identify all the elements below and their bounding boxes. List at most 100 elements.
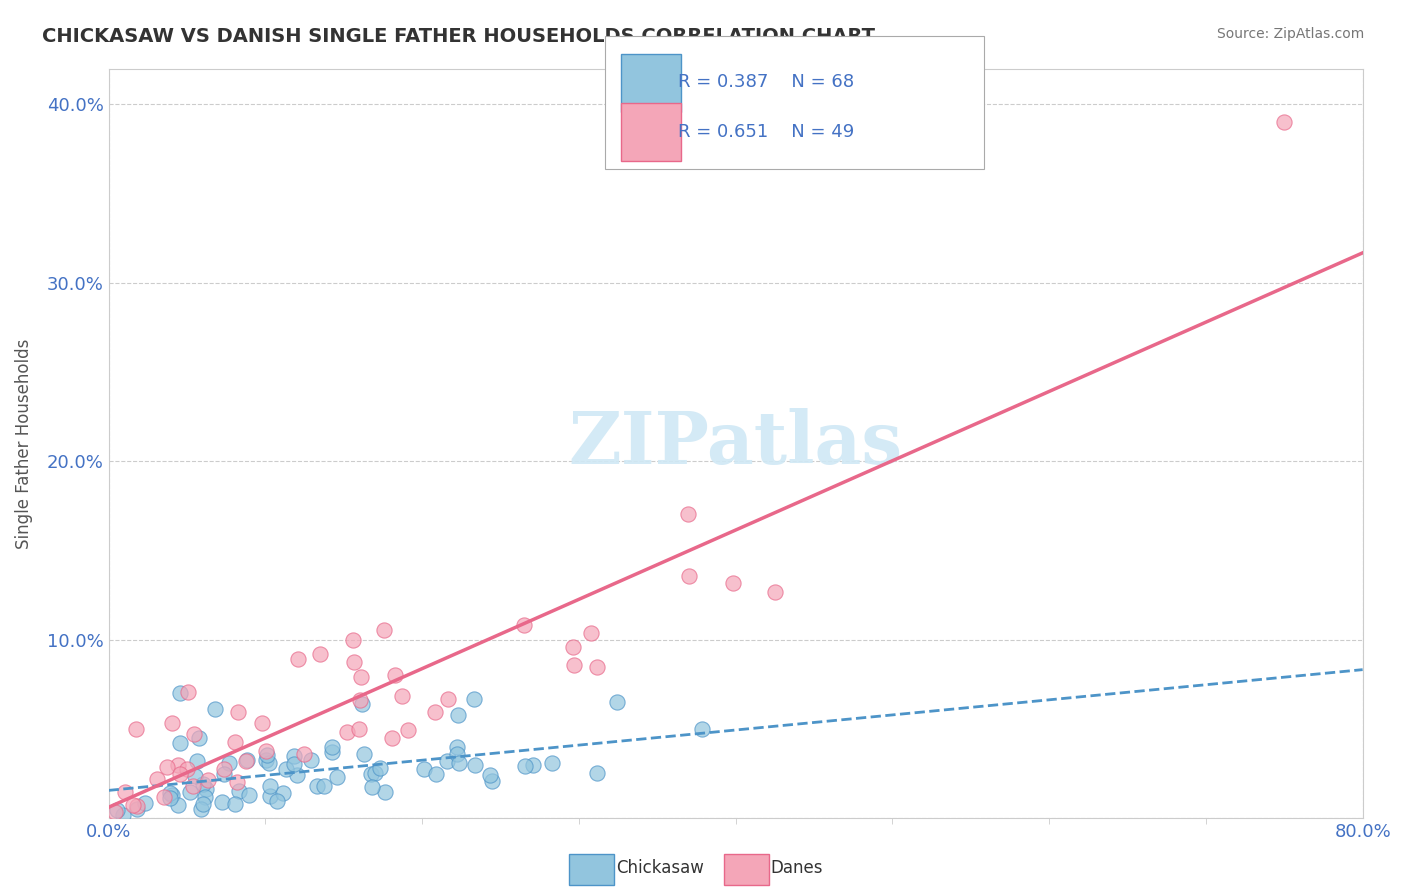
Danes [723, 575, 745, 590]
Danes [250, 716, 273, 731]
Chickasaw [274, 762, 297, 776]
Text: R = 0.651    N = 49: R = 0.651 N = 49 [678, 123, 853, 141]
Chickasaw [283, 749, 305, 764]
Chickasaw [307, 779, 329, 793]
Danes [396, 723, 419, 738]
Chickasaw [224, 797, 246, 811]
Danes [349, 693, 371, 707]
Chickasaw [167, 798, 190, 813]
Chickasaw [464, 758, 486, 772]
Chickasaw [259, 789, 281, 803]
Chickasaw [446, 747, 468, 761]
Chickasaw [446, 708, 468, 723]
Chickasaw [211, 795, 233, 809]
Danes [391, 689, 413, 703]
Danes [122, 797, 145, 812]
Chickasaw [271, 786, 294, 800]
Danes [292, 747, 315, 761]
Danes [1272, 115, 1295, 129]
Chickasaw [195, 781, 218, 796]
Text: R = 0.387    N = 68: R = 0.387 N = 68 [678, 73, 853, 91]
Chickasaw [325, 770, 347, 784]
Danes [104, 805, 127, 820]
Chickasaw [236, 754, 259, 768]
Danes [336, 725, 359, 739]
Danes [350, 671, 373, 685]
Chickasaw [425, 767, 447, 781]
Chickasaw [481, 773, 503, 788]
Chickasaw [179, 784, 201, 798]
Chickasaw [436, 754, 458, 768]
Chickasaw [540, 756, 562, 771]
Danes [235, 754, 257, 768]
Chickasaw [191, 777, 214, 791]
Danes [373, 623, 395, 637]
Chickasaw [463, 692, 485, 706]
Chickasaw [321, 746, 343, 760]
Danes [585, 660, 607, 674]
Chickasaw [190, 802, 212, 816]
Chickasaw [184, 769, 207, 783]
Danes [176, 763, 198, 777]
Danes [678, 569, 700, 583]
Chickasaw [321, 740, 343, 755]
Danes [197, 773, 219, 788]
Danes [343, 655, 366, 669]
Chickasaw [299, 753, 322, 767]
Text: Source: ZipAtlas.com: Source: ZipAtlas.com [1216, 27, 1364, 41]
Danes [177, 685, 200, 699]
Danes [342, 632, 364, 647]
Chickasaw [186, 754, 208, 768]
Chickasaw [162, 788, 184, 802]
Chickasaw [350, 697, 373, 711]
Danes [167, 758, 190, 772]
Danes [309, 647, 332, 661]
Text: Chickasaw: Chickasaw [616, 859, 704, 877]
Chickasaw [194, 789, 217, 804]
Danes [347, 723, 370, 737]
Chickasaw [125, 802, 148, 816]
Danes [287, 652, 309, 666]
Danes [160, 715, 183, 730]
Chickasaw [413, 762, 436, 776]
Text: Danes: Danes [770, 859, 823, 877]
Chickasaw [266, 794, 288, 808]
Chickasaw [105, 803, 128, 817]
Chickasaw [368, 761, 391, 775]
Chickasaw [257, 756, 280, 771]
Chickasaw [169, 736, 191, 750]
Chickasaw [479, 767, 502, 781]
Danes [676, 507, 699, 521]
Danes [581, 625, 603, 640]
Danes [423, 705, 446, 719]
Y-axis label: Single Father Households: Single Father Households [15, 338, 32, 549]
Chickasaw [360, 780, 382, 794]
Danes [183, 727, 205, 741]
Danes [381, 731, 404, 746]
Chickasaw [285, 768, 308, 782]
Chickasaw [159, 790, 181, 805]
Danes [224, 735, 246, 749]
Chickasaw [188, 731, 211, 746]
Chickasaw [218, 756, 240, 770]
Danes [226, 774, 249, 789]
Text: ZIPatlas: ZIPatlas [568, 408, 903, 479]
Chickasaw [254, 753, 277, 767]
Chickasaw [228, 783, 250, 797]
Chickasaw [204, 702, 226, 716]
Chickasaw [214, 766, 236, 780]
Danes [125, 722, 148, 736]
Chickasaw [522, 757, 544, 772]
Chickasaw [169, 686, 191, 700]
Danes [226, 706, 249, 720]
Danes [212, 763, 235, 777]
Chickasaw [446, 739, 468, 754]
Text: CHICKASAW VS DANISH SINGLE FATHER HOUSEHOLDS CORRELATION CHART: CHICKASAW VS DANISH SINGLE FATHER HOUSEH… [42, 27, 875, 45]
Chickasaw [111, 808, 134, 822]
Chickasaw [353, 747, 375, 761]
Chickasaw [360, 767, 382, 781]
Chickasaw [159, 786, 181, 800]
Danes [513, 618, 536, 632]
Chickasaw [606, 695, 628, 709]
Chickasaw [283, 756, 305, 771]
